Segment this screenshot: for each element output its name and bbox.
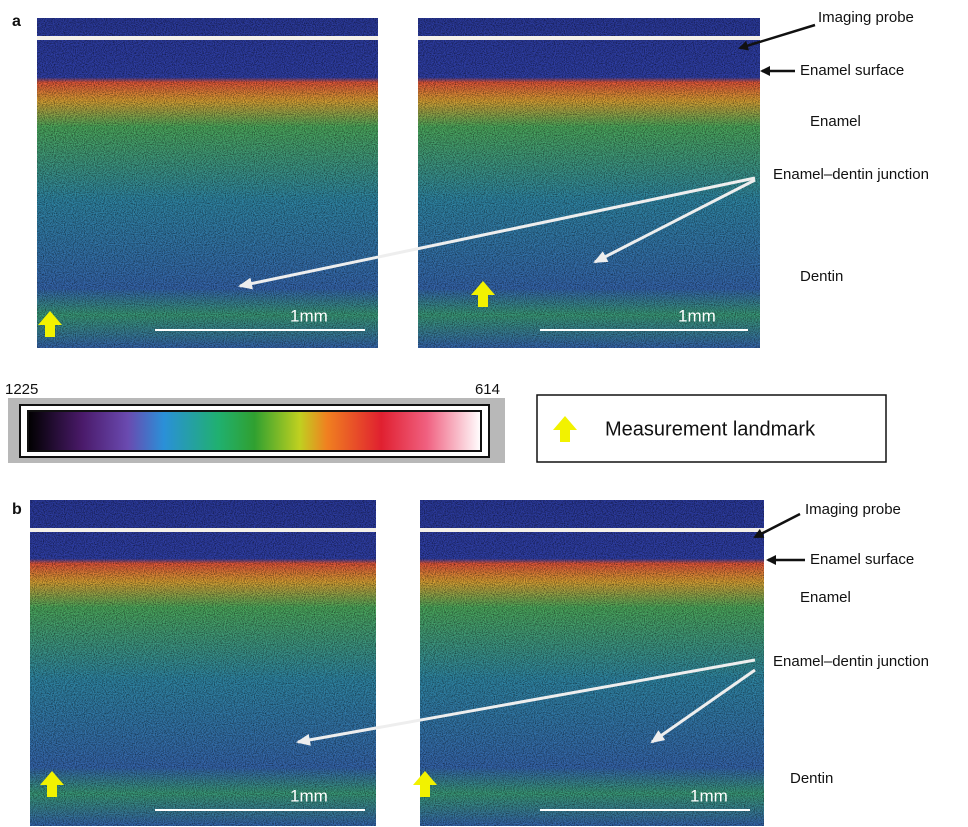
colorbar-label: 614 xyxy=(475,381,500,398)
scale-label: 1mm xyxy=(290,306,328,325)
annotation: Enamel xyxy=(800,589,851,606)
annotation: Enamel–dentin junction xyxy=(773,653,929,670)
scale-label: 1mm xyxy=(678,306,716,325)
scale-label: 1mm xyxy=(690,786,728,805)
annotation: Imaging probe xyxy=(805,501,901,518)
colorbar-label: 1225 xyxy=(5,381,38,398)
annotation: Imaging probe xyxy=(818,9,914,26)
annotation: Enamel surface xyxy=(810,551,914,568)
probe-line xyxy=(30,528,376,532)
speckle xyxy=(37,18,378,348)
annotation: Enamel surface xyxy=(800,62,904,79)
annotation: Enamel xyxy=(810,113,861,130)
probe-line xyxy=(418,36,760,40)
probe-line xyxy=(37,36,378,40)
panel-label: a xyxy=(12,13,21,30)
figure-content: a 1mm 1mm Imaging probe Enamel surface Enamel… xyxy=(5,9,929,826)
speckle xyxy=(418,18,760,348)
figure: a 1mm 1mm Imaging probe Enamel surface Enamel… xyxy=(0,0,968,827)
legend-text: Measurement landmark xyxy=(605,418,816,440)
probe-line xyxy=(420,528,764,532)
speckle xyxy=(30,500,376,826)
annotation: Dentin xyxy=(800,268,843,285)
annotation: Enamel–dentin junction xyxy=(773,166,929,183)
scale-label: 1mm xyxy=(290,786,328,805)
annotation: Dentin xyxy=(790,770,833,787)
colorbar xyxy=(28,411,481,451)
speckle xyxy=(420,500,764,826)
panel-label: b xyxy=(12,501,22,518)
